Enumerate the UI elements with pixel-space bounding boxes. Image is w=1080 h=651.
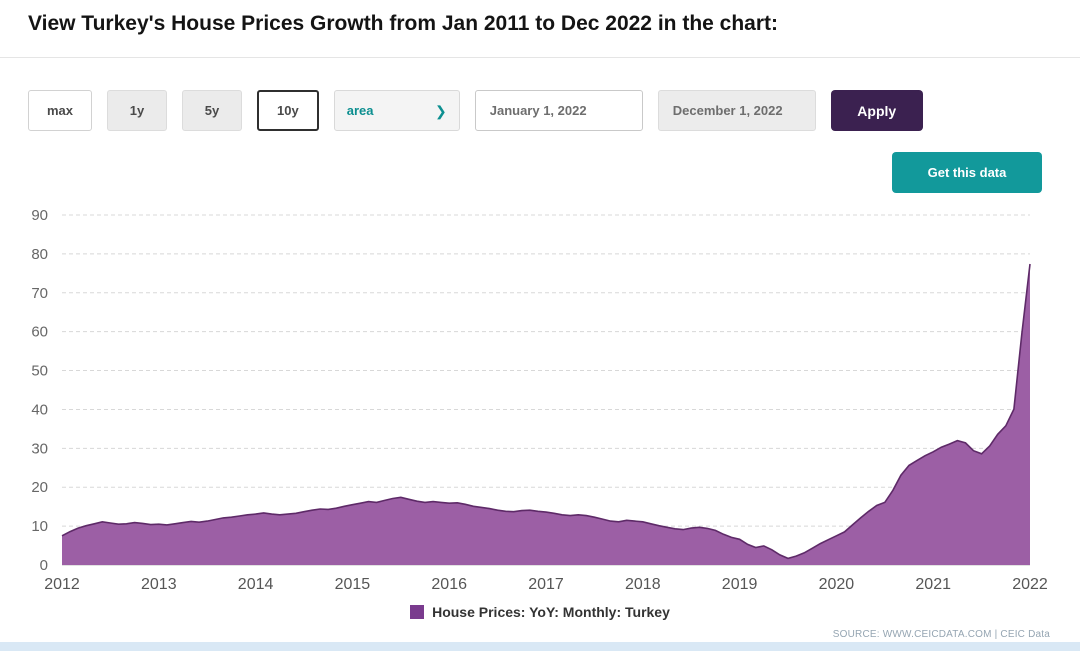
x-axis-tick-label: 2015 xyxy=(335,576,371,593)
range-button-1y[interactable]: 1y xyxy=(107,90,168,131)
x-axis-tick-label: 2022 xyxy=(1012,576,1048,593)
y-axis-tick-label: 10 xyxy=(31,518,48,535)
legend-label: House Prices: YoY: Monthly: Turkey xyxy=(432,604,670,620)
apply-button[interactable]: Apply xyxy=(830,90,923,131)
source-attribution: SOURCE: WWW.CEICDATA.COM | CEIC Data xyxy=(832,629,1050,640)
x-axis-tick-label: 2016 xyxy=(431,576,467,593)
y-axis-tick-label: 20 xyxy=(31,479,48,496)
x-axis-tick-label: 2017 xyxy=(528,576,564,593)
get-this-data-button[interactable]: Get this data xyxy=(892,152,1042,193)
title-divider xyxy=(0,57,1080,58)
chevron-down-icon: ❯ xyxy=(435,102,447,119)
x-axis-tick-label: 2019 xyxy=(722,576,758,593)
y-axis-tick-label: 50 xyxy=(31,363,48,380)
range-button-max[interactable]: max xyxy=(28,90,93,131)
legend: House Prices: YoY: Monthly: Turkey xyxy=(0,604,1080,620)
x-axis-tick-label: 2013 xyxy=(141,576,177,593)
y-axis-tick-label: 90 xyxy=(31,207,48,224)
y-axis-tick-label: 80 xyxy=(31,246,48,263)
y-axis-tick-label: 70 xyxy=(31,285,48,302)
toolbar: max 1y 5y 10y area ❯ Apply xyxy=(28,90,923,131)
legend-swatch xyxy=(410,605,425,619)
x-axis-tick-label: 2014 xyxy=(238,576,274,593)
x-axis-tick-label: 2021 xyxy=(915,576,951,593)
chart-type-select[interactable]: area ❯ xyxy=(333,90,460,131)
house-prices-chart: 0 10 20 30 40 50 60 70 80 90 2012 2013 2014 2015 2016 2… xyxy=(31,207,1048,593)
area-series-line xyxy=(61,263,1031,560)
start-date-input[interactable] xyxy=(474,90,643,131)
chart-area: 0 10 20 30 40 50 60 70 80 90 2012 2013 2014 2015 2016 2… xyxy=(0,200,1080,600)
footer-strip xyxy=(0,642,1080,651)
end-date-input[interactable] xyxy=(657,90,816,131)
chart-type-selected-value: area xyxy=(346,103,374,118)
page-title: View Turkey's House Prices Growth from J… xyxy=(28,12,779,35)
y-axis-tick-label: 30 xyxy=(31,440,48,457)
x-axis-tick-label: 2018 xyxy=(625,576,661,593)
range-button-5y[interactable]: 5y xyxy=(182,90,243,131)
area-series[interactable] xyxy=(62,264,1030,565)
x-axis-tick-label: 2012 xyxy=(44,576,80,593)
range-button-10y[interactable]: 10y xyxy=(257,90,319,131)
y-axis-tick-label: 60 xyxy=(31,324,48,341)
y-axis-tick-label: 40 xyxy=(31,401,48,418)
x-axis-tick-label: 2020 xyxy=(819,576,855,593)
y-axis-tick-label: 0 xyxy=(40,557,48,574)
